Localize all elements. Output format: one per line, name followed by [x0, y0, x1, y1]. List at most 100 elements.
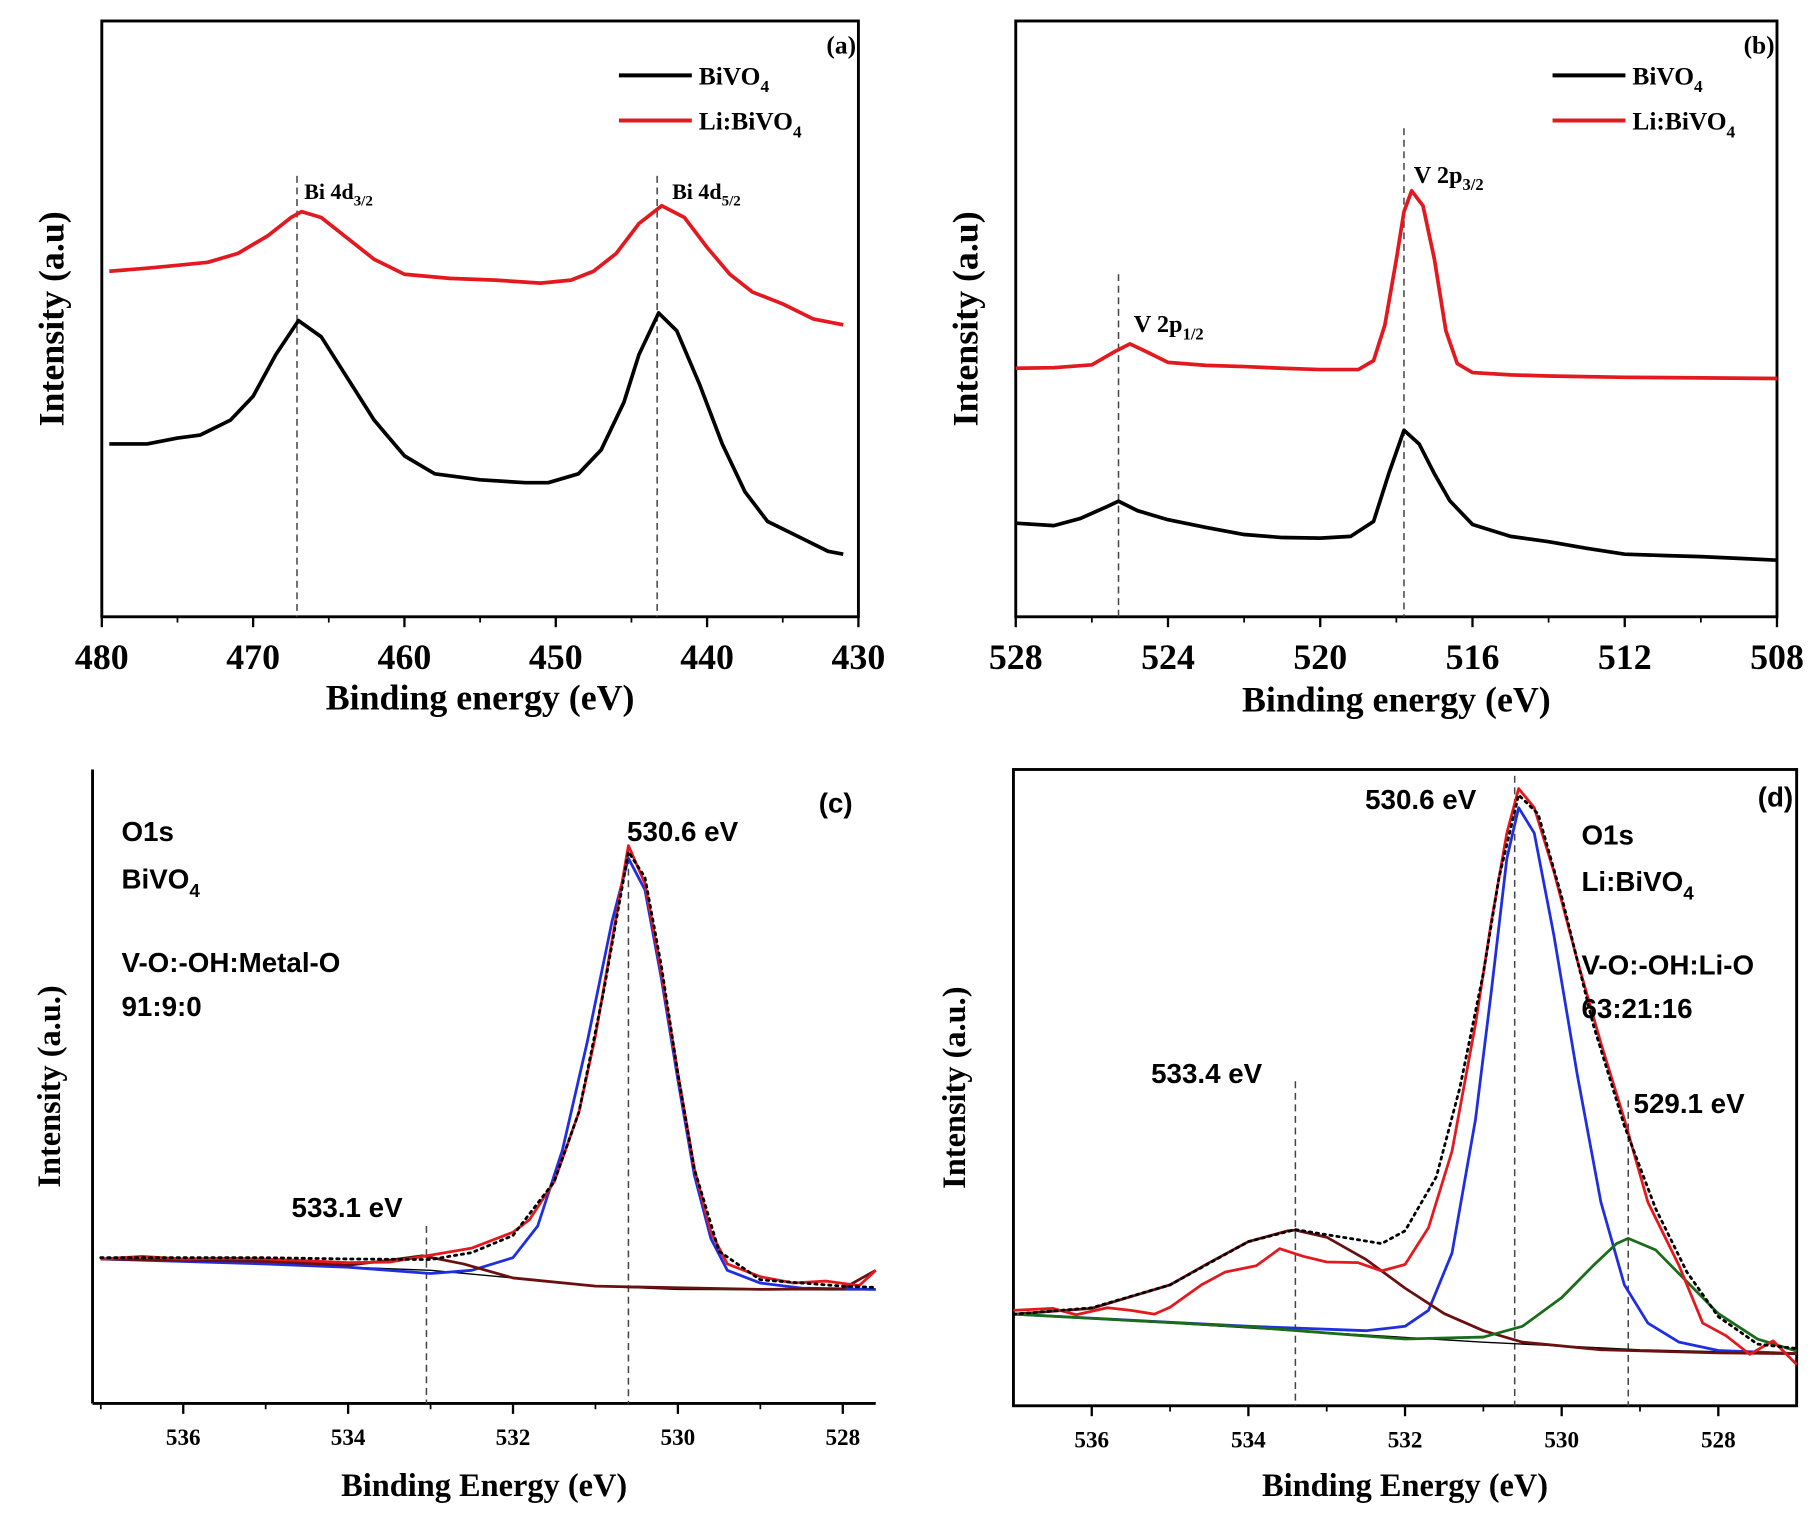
- x-axis-label: Binding Energy (eV): [1262, 1468, 1548, 1504]
- series-line-component: [1013, 1236, 1798, 1353]
- panel-label: (d): [1758, 782, 1793, 813]
- annotation-core-level-text: O1s: [121, 816, 173, 847]
- legend-label-text: Li:BiVO: [1632, 107, 1726, 136]
- x-tick-label: 480: [75, 637, 129, 677]
- x-tick-label: 470: [226, 637, 280, 677]
- annotation-ratio-labels: V-O:-OH:Li-O: [1581, 949, 1754, 980]
- annotation-ratio-values-text: 91:9:0: [121, 991, 201, 1022]
- peak-label: 533.1 eV: [292, 1192, 404, 1223]
- x-tick-label: 450: [529, 637, 583, 677]
- x-tick-label: 536: [166, 1425, 201, 1451]
- x-tick-label: 430: [832, 637, 886, 677]
- x-tick-label: 534: [331, 1425, 366, 1451]
- annotation-sample-subscript: 4: [189, 881, 200, 902]
- y-axis-label: Intensity (a.u): [32, 211, 72, 426]
- y-axis-label: Intensity (a.u.): [937, 986, 973, 1188]
- chart-panel-b: 528 524 520 516 512 508 Binding energy (eV) Int…: [946, 19, 1804, 720]
- x-tick-label: 530: [661, 1425, 696, 1451]
- peak-label-text: Bi 4d: [672, 179, 721, 204]
- series-line-measured: [1013, 787, 1798, 1366]
- x-tick-label: 528: [1701, 1427, 1736, 1453]
- legend-label: Li:BiVO4: [699, 107, 802, 142]
- peak-label-text: Bi 4d: [304, 179, 353, 204]
- panel-label: (b): [1744, 30, 1775, 59]
- x-tick-label: 512: [1598, 637, 1652, 677]
- annotation-core-level-text: O1s: [1581, 820, 1633, 851]
- peak-label-text: 533.1 eV: [292, 1192, 404, 1223]
- legend-label-subscript: 4: [760, 77, 769, 96]
- series-line-bivo4: [109, 311, 844, 557]
- x-tick-label: 508: [1750, 637, 1804, 677]
- series-line-bivo4: [1015, 428, 1778, 563]
- peak-label-subscript: 3/2: [1463, 175, 1484, 194]
- peak-label-text: V 2p: [1414, 162, 1463, 189]
- x-tick-label: 524: [1141, 637, 1195, 677]
- peak-label: 533.4 eV: [1151, 1058, 1263, 1089]
- annotation-sample: BiVO4: [121, 864, 200, 902]
- peak-label: V 2p3/2: [1414, 162, 1484, 194]
- peak-label-text: 530.6 eV: [627, 816, 739, 847]
- peak-label-text: 529.1 eV: [1634, 1088, 1746, 1119]
- legend-label-text: BiVO: [1632, 62, 1694, 91]
- legend-label-subscript: 4: [1694, 77, 1703, 96]
- legend-label-subscript: 4: [1727, 122, 1736, 141]
- peak-label-subscript: 5/2: [722, 194, 741, 210]
- peak-label-text: 533.4 eV: [1151, 1058, 1263, 1089]
- x-axis-label: Binding energy (eV): [326, 677, 635, 717]
- x-tick-label: 516: [1446, 637, 1500, 677]
- panel-label: (c): [819, 787, 853, 818]
- x-axis-label: Binding Energy (eV): [341, 1468, 627, 1504]
- legend-label-text: BiVO: [699, 62, 761, 91]
- annotation-ratio-values: 91:9:0: [121, 991, 201, 1022]
- peak-label: Bi 4d5/2: [672, 179, 741, 210]
- x-tick-label: 528: [825, 1425, 860, 1451]
- peak-label: V 2p1/2: [1134, 311, 1204, 343]
- series-line-li-bivo4: [109, 203, 844, 327]
- annotation-core-level: O1s: [121, 816, 173, 847]
- chart-panel-a: 480 470 460 450 440 430 Binding energy (eV) Int…: [32, 19, 886, 717]
- peak-label: Bi 4d3/2: [304, 179, 373, 210]
- x-tick-label: 460: [378, 637, 432, 677]
- x-tick-label: 536: [1074, 1427, 1109, 1453]
- annotation-sample: Li:BiVO4: [1581, 866, 1694, 904]
- chart-panel-c: 536 534 532 530 528 Binding Energy (eV) Intens…: [32, 769, 878, 1504]
- peak-label-text: 530.6 eV: [1365, 784, 1477, 815]
- legend-label: Li:BiVO4: [1632, 107, 1735, 142]
- series-line-measured: [100, 844, 877, 1287]
- series-line-component: [1013, 806, 1797, 1355]
- peak-label-subscript: 1/2: [1183, 324, 1204, 343]
- peak-label: 529.1 eV: [1634, 1088, 1746, 1119]
- series-line-component: [100, 1254, 877, 1291]
- peak-label-subscript: 3/2: [354, 194, 373, 210]
- x-tick-label: 534: [1231, 1427, 1266, 1453]
- chart-panel-d: 536 534 532 530 528 Binding Energy (eV) Intens…: [937, 768, 1799, 1504]
- annotation-sample-text: BiVO: [121, 864, 189, 895]
- series-line-envelope: [99, 850, 878, 1289]
- legend-label: BiVO4: [1632, 62, 1703, 97]
- x-tick-label: 528: [989, 637, 1043, 677]
- legend-label-text: Li:BiVO: [699, 107, 793, 136]
- series-line-component: [1013, 1228, 1797, 1355]
- x-tick-label: 532: [1388, 1427, 1423, 1453]
- x-tick-label: 440: [680, 637, 734, 677]
- annotation-ratio-labels-text: V-O:-OH:Li-O: [1581, 949, 1754, 980]
- panel-label: (a): [826, 30, 856, 59]
- y-axis-label: Intensity (a.u.): [32, 985, 68, 1187]
- annotation-ratio-values: 63:21:16: [1581, 993, 1692, 1024]
- x-tick-label: 532: [496, 1425, 531, 1451]
- y-axis-label: Intensity (a.u): [946, 211, 986, 426]
- x-tick-label: 520: [1293, 637, 1347, 677]
- series-line-li-bivo4: [1015, 188, 1777, 381]
- annotation-ratio-labels-text: V-O:-OH:Metal-O: [121, 947, 340, 978]
- x-tick-label: 530: [1544, 1427, 1579, 1453]
- annotation-ratio-labels: V-O:-OH:Metal-O: [121, 947, 340, 978]
- peak-label-text: V 2p: [1134, 311, 1183, 338]
- peak-label: 530.6 eV: [627, 816, 739, 847]
- annotation-sample-subscript: 4: [1683, 883, 1694, 904]
- legend-label-subscript: 4: [793, 122, 802, 141]
- series-line-envelope: [1012, 793, 1799, 1350]
- peak-label: 530.6 eV: [1365, 784, 1477, 815]
- annotation-ratio-values-text: 63:21:16: [1581, 993, 1692, 1024]
- x-axis-label: Binding energy (eV): [1242, 680, 1551, 720]
